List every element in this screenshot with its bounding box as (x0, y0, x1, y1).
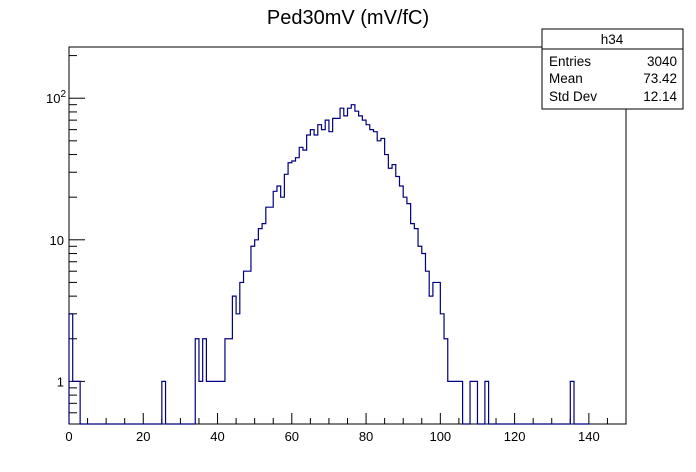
stats-box-frame (541, 28, 684, 110)
x-tick-label: 40 (210, 429, 224, 444)
histogram-line (68, 104, 589, 425)
y-tick-label: 102 (46, 89, 66, 106)
y-tick-label: 10 (50, 233, 64, 248)
x-tick-label: 0 (65, 429, 72, 444)
stats-entries-value: 3040 (647, 54, 677, 69)
x-tick-label: 60 (285, 429, 299, 444)
x-tick-label: 140 (578, 429, 600, 444)
x-tick-label: 100 (429, 429, 451, 444)
axes: 0 20 40 60 80 100 120 140 1 10 102 (46, 55, 627, 444)
stats-stddev-value: 12.14 (643, 89, 677, 104)
x-tick-label: 120 (504, 429, 526, 444)
stats-entries-label: Entries (549, 54, 591, 69)
stats-mean-value: 73.42 (643, 71, 677, 86)
chart-title: Ped30mV (mV/fC) (267, 7, 429, 29)
stats-stddev-label: Std Dev (549, 89, 597, 104)
stats-histogram-name: h34 (601, 32, 624, 47)
x-tick-label: 20 (136, 429, 150, 444)
stats-box: h34 Entries 3040 Mean 73.42 Std Dev 12.1… (541, 28, 684, 110)
y-tick-label: 1 (57, 374, 64, 389)
x-tick-label: 80 (359, 429, 373, 444)
stats-mean-label: Mean (549, 71, 583, 86)
